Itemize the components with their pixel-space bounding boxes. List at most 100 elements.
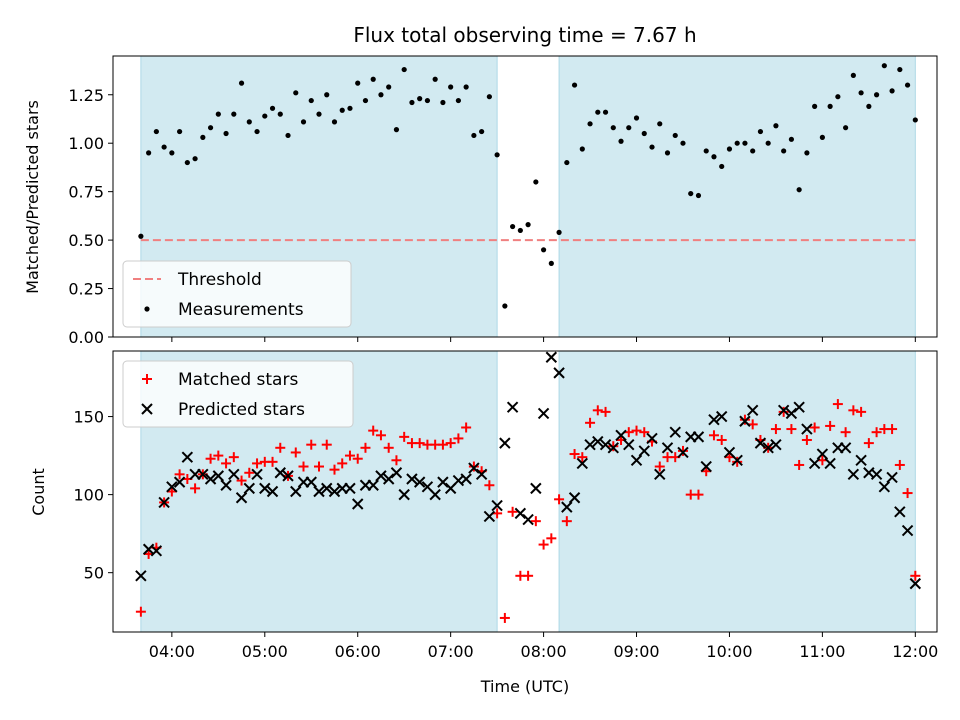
predicted-star-point — [793, 401, 805, 413]
x-tick-label: 06:00 — [335, 642, 381, 661]
measurement-point — [641, 130, 647, 137]
measurement-point — [293, 90, 299, 96]
predicted-star-point — [770, 438, 782, 451]
measurement-point — [246, 119, 252, 125]
predicted-star-point — [669, 426, 681, 438]
predicted-star-point — [839, 442, 852, 454]
measurement-point — [417, 96, 423, 102]
matched-star-point — [252, 458, 263, 469]
measurement-point — [695, 192, 702, 199]
predicted-star-point — [762, 442, 774, 454]
predicted-star-point — [553, 367, 565, 379]
matched-star-point — [732, 456, 743, 467]
predicted-star-point — [406, 473, 418, 485]
measurement-point — [355, 80, 361, 86]
measurement-point — [479, 128, 485, 135]
matched-star-point — [569, 449, 580, 460]
measurement-point — [254, 128, 260, 135]
predicted-star-point — [824, 457, 836, 470]
predicted-star-point — [746, 404, 759, 417]
top-plot-frame — [112, 55, 938, 338]
x-tick-label: 05:00 — [242, 642, 288, 661]
measurement-point — [881, 63, 887, 69]
predicted-star-point — [375, 470, 387, 482]
predicted-star-point — [576, 457, 589, 470]
matched-star-point — [794, 459, 805, 470]
legend-label: Measurements — [178, 300, 304, 320]
predicted-star-point — [886, 471, 898, 484]
predicted-star-point — [545, 351, 558, 363]
predicted-star-point — [568, 492, 581, 504]
predicted-star-point — [537, 407, 550, 420]
measurement-point — [393, 127, 400, 133]
measurement-point — [424, 97, 431, 104]
measurement-point — [827, 103, 833, 109]
predicted-star-point — [692, 431, 705, 443]
matched-star-point — [352, 453, 363, 464]
predicted-star-point — [623, 438, 635, 451]
matched-star-point — [910, 570, 921, 581]
ratio-panel: 0.00 0.25 0.50 0.75 1.00 1.25 Threshold Measure… — [68, 55, 938, 347]
measurement-point — [486, 94, 492, 100]
legend-label: Threshold — [177, 270, 262, 290]
predicted-star-point — [901, 524, 914, 537]
measurement-point — [750, 148, 756, 154]
predicted-star-point — [514, 507, 527, 520]
measurement-point — [540, 247, 547, 253]
predicted-star-point — [290, 485, 302, 498]
top-shaded-interval-1 — [559, 56, 916, 337]
matched-star-point — [592, 405, 603, 416]
predicted-star-point — [700, 460, 712, 473]
predicted-star-point — [708, 413, 720, 426]
measurement-point — [440, 99, 446, 106]
matched-star-point — [468, 461, 479, 472]
measurement-point — [262, 113, 268, 119]
matched-star-point — [677, 445, 688, 456]
legend-label: Predicted stars — [178, 400, 305, 420]
matched-star-point — [863, 438, 874, 449]
predicted-star-point — [251, 468, 263, 481]
measurement-point — [812, 103, 818, 109]
predicted-star-point — [646, 432, 658, 445]
measurement-point — [664, 150, 671, 156]
matched-star-point — [887, 424, 898, 435]
measurement-point — [548, 260, 554, 266]
matched-star-point — [801, 434, 812, 445]
matched-star-point — [608, 441, 619, 452]
measurement-point — [207, 125, 214, 131]
measurement-point — [308, 97, 314, 104]
top-y-tick-label: 0.00 — [68, 328, 104, 347]
measurement-point — [432, 76, 438, 82]
matched-star-point — [391, 455, 402, 466]
measurement-point — [571, 82, 578, 88]
measurement-point — [672, 132, 678, 139]
measurement-point — [649, 144, 655, 150]
matched-star-point — [360, 442, 371, 453]
predicted-star-point — [530, 482, 542, 495]
predicted-star-point — [150, 545, 163, 557]
measurement-point — [734, 140, 740, 146]
matched-star-point — [213, 450, 224, 461]
predicted-star-point — [382, 473, 395, 485]
measurement-point — [719, 163, 725, 170]
predicted-star-point — [413, 476, 426, 488]
measurement-point — [386, 84, 392, 90]
matched-star-point — [499, 612, 510, 623]
top-y-axis-label: Matched/Predicted stars — [23, 100, 42, 294]
measurement-point — [324, 92, 330, 98]
predicted-star-point — [592, 435, 604, 448]
count-panel: 50 100 150 04:00 05:00 06:00 07:00 08:00 09:00 10… — [73, 350, 938, 661]
predicted-star-point — [677, 446, 689, 459]
predicted-star-point — [483, 510, 496, 523]
chart-title: Flux total observing time = 7.67 h — [353, 23, 696, 47]
predicted-star-point — [158, 496, 170, 509]
x-axis-label: Time (UTC) — [480, 677, 569, 696]
predicted-star-point — [313, 485, 325, 498]
matched-star-point — [298, 461, 309, 472]
measurement-point — [169, 150, 175, 156]
x-tick-label: 07:00 — [428, 642, 474, 661]
measurement-point — [339, 107, 345, 113]
matched-star-point — [832, 399, 843, 410]
matched-star-point — [554, 494, 565, 505]
measurement-point — [153, 128, 159, 135]
